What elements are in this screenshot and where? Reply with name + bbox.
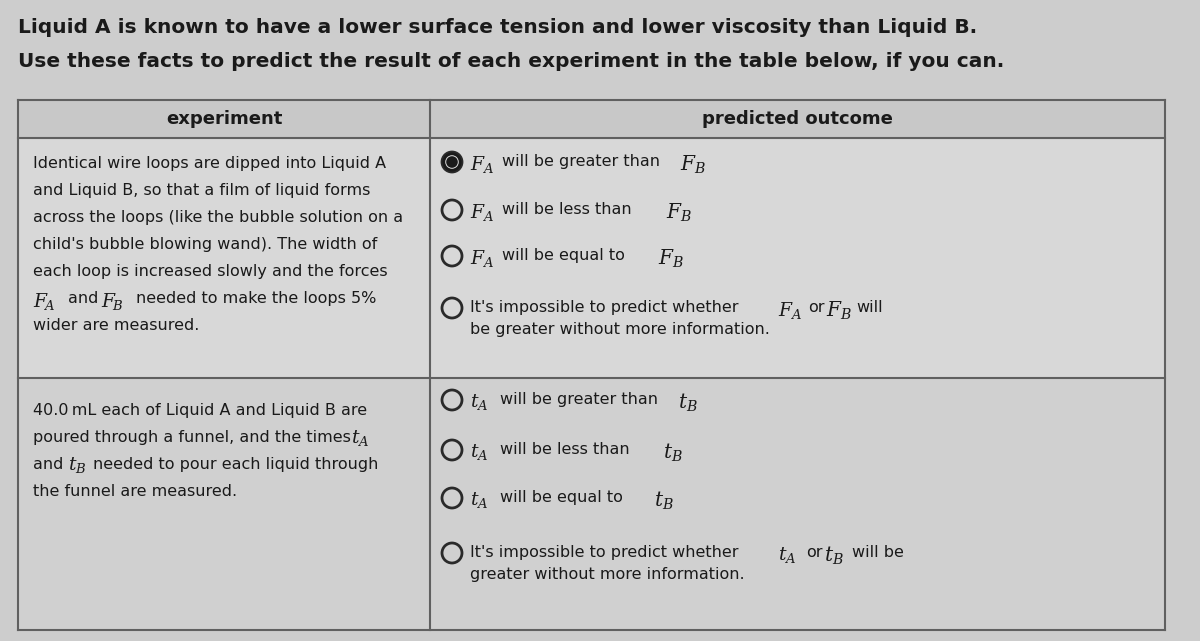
Text: wider are measured.: wider are measured. <box>34 318 199 333</box>
Text: or: or <box>808 300 824 315</box>
Text: $F_B$: $F_B$ <box>666 202 692 224</box>
Text: $F_B$: $F_B$ <box>680 154 706 176</box>
Text: Use these facts to predict the result of each experiment in the table below, if : Use these facts to predict the result of… <box>18 52 1004 71</box>
Text: $t_B$: $t_B$ <box>654 490 674 512</box>
Text: $t_B$: $t_B$ <box>68 455 86 475</box>
Text: $F_A$: $F_A$ <box>470 248 494 269</box>
Text: and Liquid B, so that a film of liquid forms: and Liquid B, so that a film of liquid f… <box>34 183 371 198</box>
Text: Liquid A is known to have a lower surface tension and lower viscosity than Liqui: Liquid A is known to have a lower surfac… <box>18 18 977 37</box>
Text: $F_{\!A}$: $F_{\!A}$ <box>34 291 55 312</box>
Text: $t_A$: $t_A$ <box>352 428 370 448</box>
Text: $F_A$: $F_A$ <box>470 202 494 223</box>
Text: poured through a funnel, and the times: poured through a funnel, and the times <box>34 430 356 445</box>
Text: $F_{\!B}$: $F_{\!B}$ <box>101 291 124 312</box>
Text: will be greater than: will be greater than <box>500 392 658 407</box>
Text: $F_A$: $F_A$ <box>470 154 494 175</box>
Text: be greater without more information.: be greater without more information. <box>470 322 770 337</box>
Text: each loop is increased slowly and the forces: each loop is increased slowly and the fo… <box>34 264 388 279</box>
Text: $F_A$: $F_A$ <box>778 300 802 321</box>
Text: across the loops (like the bubble solution on a: across the loops (like the bubble soluti… <box>34 210 403 225</box>
Text: It's impossible to predict whether: It's impossible to predict whether <box>470 300 738 315</box>
Text: will be less than: will be less than <box>502 202 631 217</box>
Bar <box>18 100 1165 138</box>
Text: $t_B$: $t_B$ <box>678 392 698 414</box>
Text: $t_A$: $t_A$ <box>470 490 488 510</box>
Text: $t_A$: $t_A$ <box>470 442 488 462</box>
Text: will be: will be <box>852 545 904 560</box>
Text: will be greater than: will be greater than <box>502 154 660 169</box>
Text: predicted outcome: predicted outcome <box>702 110 893 128</box>
Text: or: or <box>806 545 822 560</box>
Text: greater without more information.: greater without more information. <box>470 567 745 582</box>
Text: It's impossible to predict whether: It's impossible to predict whether <box>470 545 738 560</box>
Text: the funnel are measured.: the funnel are measured. <box>34 484 238 499</box>
Text: needed to pour each liquid through: needed to pour each liquid through <box>94 457 378 472</box>
Text: child's bubble blowing wand). The width of: child's bubble blowing wand). The width … <box>34 237 377 252</box>
Text: will be less than: will be less than <box>500 442 630 457</box>
Text: $F_B$: $F_B$ <box>826 300 852 322</box>
Text: will be equal to: will be equal to <box>502 248 625 263</box>
Text: will be equal to: will be equal to <box>500 490 623 505</box>
Text: $t_A$: $t_A$ <box>470 392 488 412</box>
Text: $t_B$: $t_B$ <box>662 442 683 464</box>
Circle shape <box>446 156 458 168</box>
Text: will: will <box>856 300 883 315</box>
Text: and: and <box>68 291 98 306</box>
Text: needed to make the loops 5%: needed to make the loops 5% <box>136 291 377 306</box>
Text: experiment: experiment <box>166 110 282 128</box>
Text: 40.0 mL each of Liquid A and Liquid B are: 40.0 mL each of Liquid A and Liquid B ar… <box>34 403 367 418</box>
Bar <box>18 100 1165 630</box>
Text: $F_B$: $F_B$ <box>658 248 684 271</box>
Text: and: and <box>34 457 68 472</box>
Text: $t_B$: $t_B$ <box>824 545 844 567</box>
Text: Identical wire loops are dipped into Liquid A: Identical wire loops are dipped into Liq… <box>34 156 386 171</box>
Bar <box>18 378 1165 630</box>
Text: $t_A$: $t_A$ <box>778 545 797 565</box>
